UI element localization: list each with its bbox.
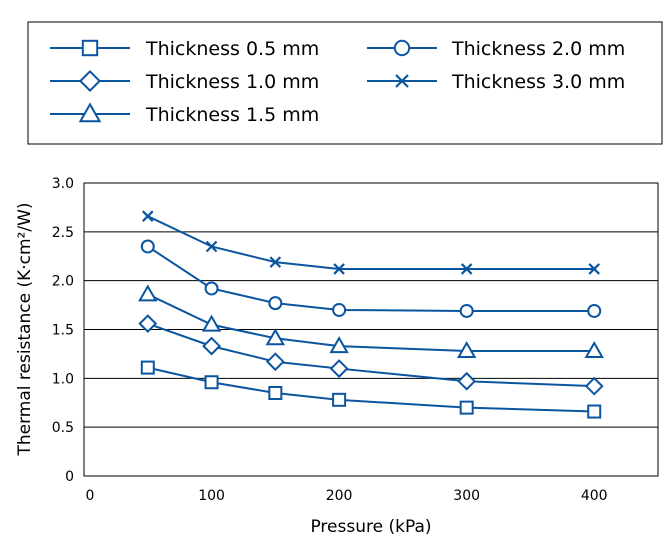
circle-marker [393, 39, 411, 57]
y-axis: 0 0.5 1.0 1.5 2.0 2.5 3.0 [52, 176, 74, 485]
legend-box [27, 21, 663, 145]
x-tick-label: 200 [326, 488, 353, 504]
diamond-marker [329, 359, 349, 378]
x-marker [395, 74, 409, 88]
triangle-marker [138, 284, 158, 302]
y-tick-label: 0.5 [52, 420, 74, 436]
legend-entry: Thickness 2.0 mm [367, 38, 625, 60]
legend-entry: Thickness 3.0 mm [367, 71, 625, 93]
circle-marker [140, 239, 155, 254]
legend-label: Thickness 2.0 mm [451, 38, 625, 60]
square-marker [332, 392, 347, 407]
series-line [147, 322, 595, 388]
series-line [147, 366, 595, 413]
diamond-marker [202, 336, 221, 356]
diamond-marker [78, 69, 102, 93]
circle-marker [459, 303, 474, 318]
x-axis: 0 100 200 300 400 [86, 488, 608, 504]
legend-label: Thickness 1.5 mm [145, 104, 319, 126]
series-triangle [138, 284, 604, 358]
x-marker [269, 256, 282, 268]
plot-area [83, 182, 659, 477]
x-tick-label: 400 [581, 488, 608, 504]
x-marker [205, 240, 218, 253]
triangle-marker [201, 314, 222, 332]
x-tick-label: 100 [198, 488, 225, 504]
circle-marker [268, 296, 283, 311]
square-marker [459, 400, 474, 415]
series-line [147, 215, 595, 270]
x-axis-label: Pressure (kPa) [310, 517, 431, 537]
legend-label: Thickness 1.0 mm [145, 71, 319, 93]
series-circle [140, 239, 602, 318]
triangle-marker [456, 340, 477, 358]
y-tick-label: 1.0 [52, 371, 74, 387]
y-tick-label: 2.5 [52, 225, 74, 241]
y-tick-label: 2.0 [52, 274, 74, 290]
y-axis-label: Thermal resistance (K·cm²/W) [15, 202, 35, 456]
square-marker [204, 375, 219, 390]
x-tick-label: 0 [86, 488, 95, 504]
diamond-marker [584, 376, 604, 396]
circle-marker [587, 303, 602, 318]
diamond-marker [457, 371, 477, 391]
series-diamond [138, 314, 604, 396]
series-line [147, 245, 595, 312]
square-marker [587, 404, 602, 419]
y-tick-label: 1.5 [52, 323, 74, 339]
legend: Thickness 0.5 mm Thickness 1.0 mm Thicknes… [50, 38, 625, 126]
x-marker [588, 263, 600, 275]
legend-entry: Thickness 0.5 mm [50, 38, 319, 60]
circle-marker [332, 302, 347, 317]
circle-marker [204, 281, 219, 296]
series-x [142, 210, 600, 275]
square-marker [268, 385, 283, 400]
legend-entry: Thickness 1.0 mm [50, 69, 319, 93]
legend-entry: Thickness 1.5 mm [50, 102, 319, 126]
triangle-marker [584, 340, 604, 358]
x-tick-label: 300 [453, 488, 480, 504]
legend-label: Thickness 0.5 mm [145, 38, 319, 60]
square-marker [81, 39, 99, 57]
x-marker [460, 263, 473, 275]
triangle-marker [265, 328, 286, 346]
triangle-marker [329, 336, 349, 354]
y-tick-label: 3.0 [52, 176, 74, 192]
x-marker [142, 210, 154, 222]
series-square [140, 360, 602, 419]
diamond-marker [138, 314, 158, 334]
x-marker [333, 263, 345, 275]
diamond-marker [265, 352, 285, 372]
square-marker [140, 360, 155, 375]
triangle-marker [78, 102, 102, 123]
series-line [147, 293, 595, 352]
y-tick-label: 0 [65, 469, 74, 485]
series [138, 210, 604, 419]
legend-label: Thickness 3.0 mm [451, 71, 625, 93]
